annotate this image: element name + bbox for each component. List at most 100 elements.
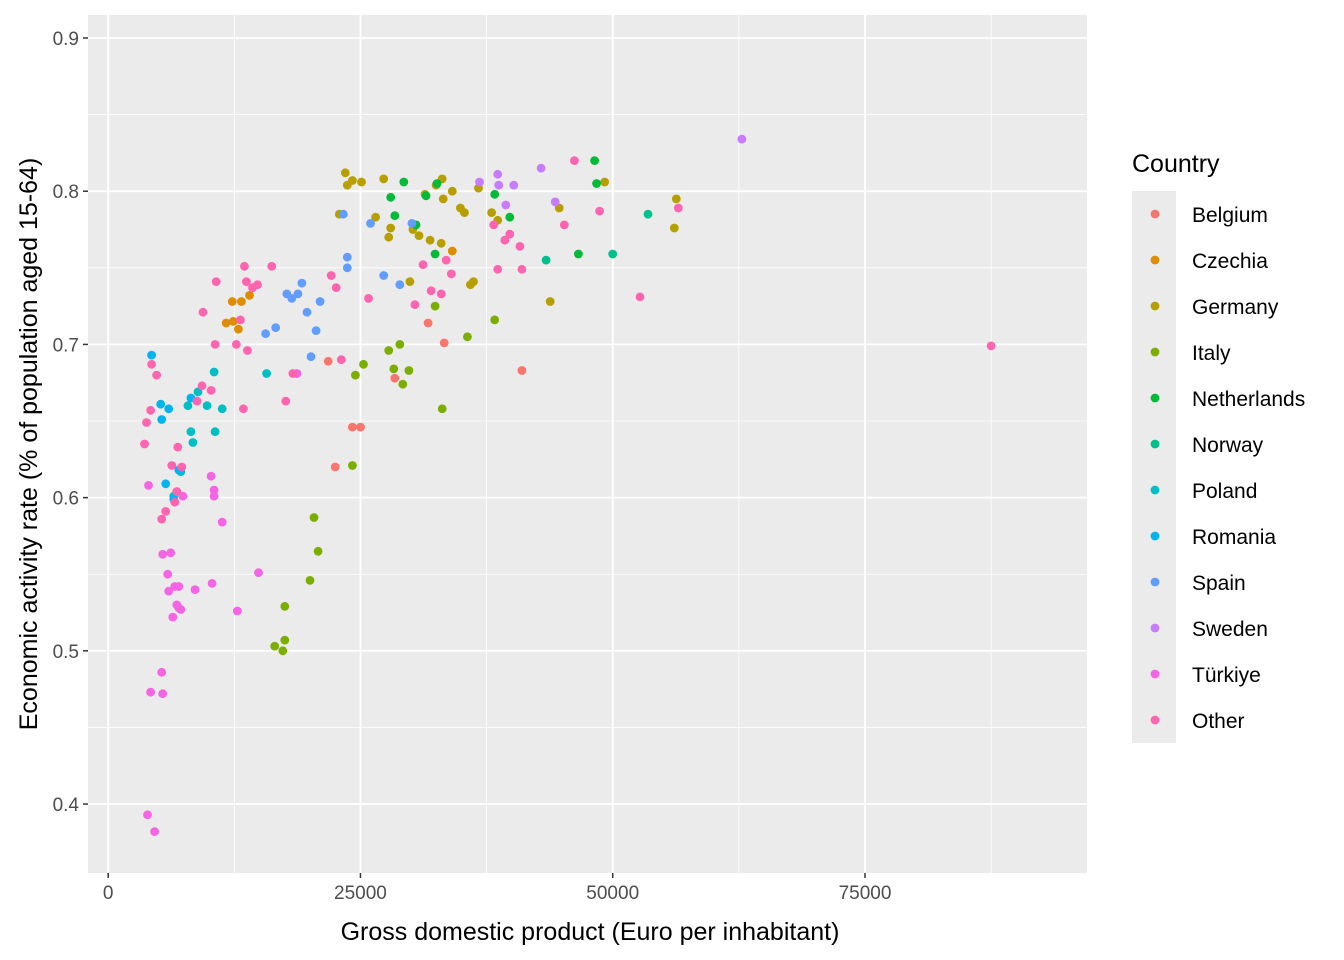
point-italy <box>359 359 368 369</box>
plot-panel <box>88 15 1087 873</box>
point-italy <box>280 602 290 611</box>
point-netherlands <box>432 179 442 188</box>
point-germany <box>438 194 448 204</box>
point-netherlands <box>590 156 599 166</box>
legend-key-poland <box>1150 485 1160 495</box>
legend-key-italy <box>1150 347 1160 357</box>
point-belgium <box>323 356 333 366</box>
point-romania <box>164 404 174 414</box>
point-other <box>142 418 151 427</box>
point-netherlands <box>399 177 409 187</box>
point-spain <box>342 252 352 262</box>
point-italy <box>395 340 405 349</box>
legend-label-poland: Poland <box>1192 480 1257 503</box>
point-other <box>240 261 249 271</box>
point-romania <box>156 399 166 409</box>
point-belgium <box>439 338 449 348</box>
point-other <box>231 340 241 349</box>
legend-key-t-rkiye <box>1150 669 1160 679</box>
point-poland <box>209 367 219 377</box>
point-belgium <box>517 366 527 375</box>
point-sweden <box>536 163 546 173</box>
legend-key-spain <box>1150 577 1160 587</box>
legend-label-other: Other <box>1192 710 1245 733</box>
point-other <box>170 497 180 507</box>
point-italy <box>437 404 447 414</box>
point-netherlands <box>421 191 431 201</box>
point-t-rkiye <box>232 606 242 616</box>
point-spain <box>261 329 270 339</box>
point-romania <box>147 350 157 360</box>
point-other <box>211 277 221 286</box>
y-tick-label: 0.6 <box>53 489 79 510</box>
y-axis-title: Economic activity rate (% of population … <box>15 158 43 731</box>
point-other <box>147 359 157 369</box>
point-italy <box>280 635 290 645</box>
point-t-rkiye <box>209 491 219 501</box>
legend-label-norway: Norway <box>1192 434 1264 457</box>
point-netherlands <box>592 179 601 188</box>
point-germany <box>460 208 469 218</box>
point-czechia <box>234 324 243 334</box>
point-italy <box>348 461 357 470</box>
point-poland <box>183 401 193 411</box>
legend-key-germany <box>1150 301 1160 311</box>
point-other <box>197 381 207 391</box>
point-germany <box>357 177 366 187</box>
point-other <box>288 369 298 378</box>
point-other <box>673 203 683 213</box>
point-t-rkiye <box>164 586 174 596</box>
point-sweden <box>493 169 503 179</box>
point-spain <box>315 297 325 306</box>
point-czechia <box>447 246 457 256</box>
point-spain <box>379 271 389 280</box>
point-czechia <box>237 297 246 306</box>
point-t-rkiye <box>209 485 219 495</box>
point-t-rkiye <box>254 568 263 578</box>
point-t-rkiye <box>217 517 227 527</box>
x-axis-title: Gross domestic product (Euro per inhabit… <box>341 918 840 946</box>
point-other <box>559 220 569 230</box>
point-other <box>331 283 341 293</box>
point-other <box>986 341 996 351</box>
point-spain <box>407 219 417 228</box>
point-italy <box>430 301 440 311</box>
point-other <box>364 294 373 303</box>
point-t-rkiye <box>158 549 168 559</box>
legend-key-romania <box>1150 531 1160 541</box>
point-other <box>177 462 187 472</box>
y-tick-label: 0.7 <box>53 335 79 356</box>
point-t-rkiye <box>178 491 188 501</box>
point-t-rkiye <box>166 548 176 558</box>
point-germany <box>371 212 380 222</box>
point-other <box>157 514 167 524</box>
legend-label-italy: Italy <box>1192 342 1231 365</box>
point-other <box>505 229 515 239</box>
point-other <box>243 346 252 355</box>
point-other <box>210 340 220 349</box>
point-germany <box>447 186 457 196</box>
point-italy <box>404 366 414 375</box>
legend-label-netherlands: Netherlands <box>1192 388 1305 411</box>
point-other <box>172 487 182 496</box>
point-germany <box>671 194 681 204</box>
point-netherlands <box>430 249 440 259</box>
point-other <box>500 235 510 245</box>
point-spain <box>342 263 352 273</box>
legend-label-t-rkiye: Türkiye <box>1192 664 1261 687</box>
data-points <box>140 134 996 836</box>
point-italy <box>313 546 323 556</box>
x-tick-label: 0 <box>103 883 114 904</box>
point-other <box>198 307 208 317</box>
point-belgium <box>423 318 433 328</box>
point-other <box>192 396 202 406</box>
point-germany <box>545 297 555 306</box>
point-other <box>336 355 346 365</box>
point-t-rkiye <box>176 605 186 614</box>
point-italy <box>490 315 500 325</box>
point-netherlands <box>390 211 400 221</box>
y-tick-label: 0.8 <box>53 182 79 203</box>
point-germany <box>469 277 478 286</box>
point-norway <box>541 255 551 265</box>
